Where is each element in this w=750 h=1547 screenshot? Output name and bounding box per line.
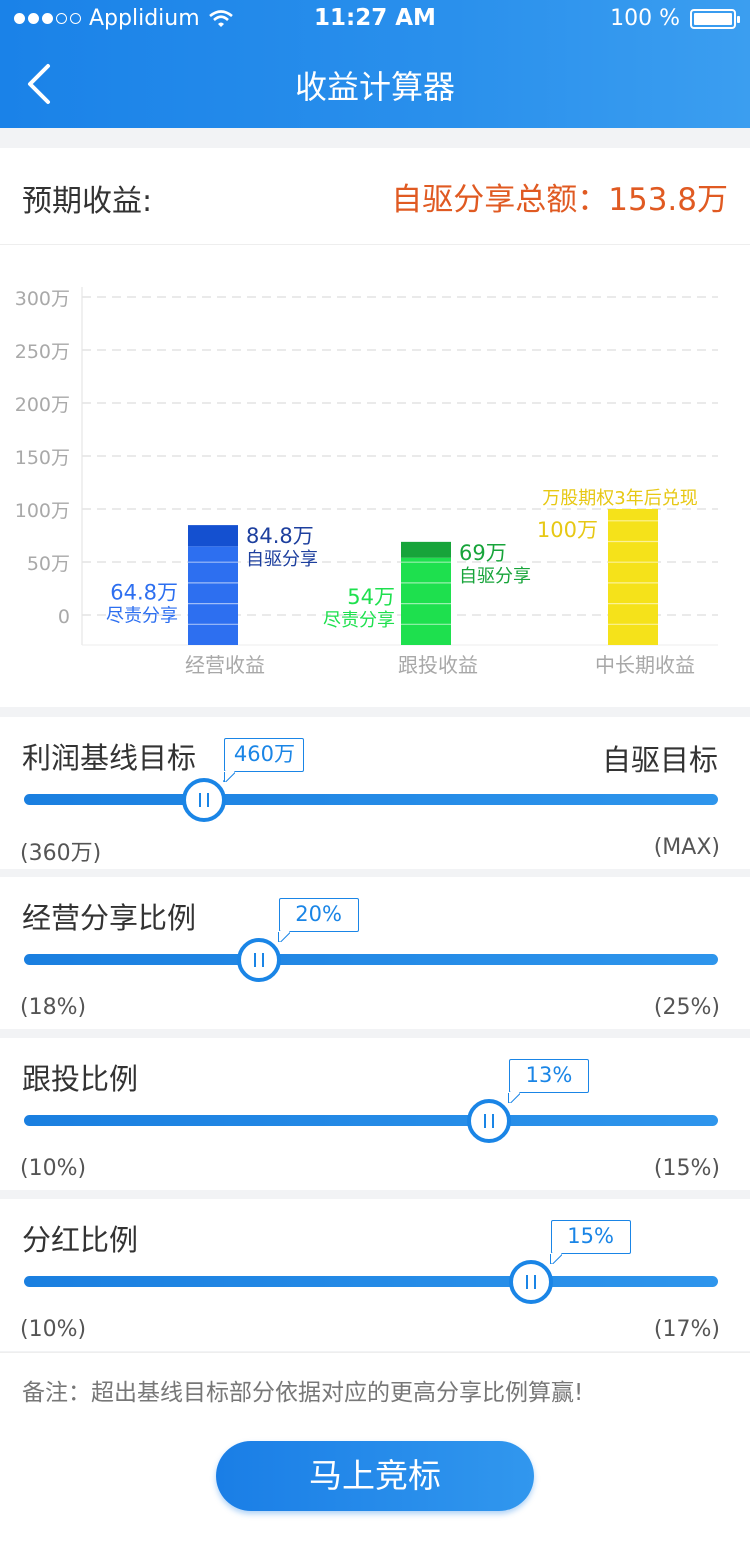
data-label-tag: 万股期权3年后兑现 xyxy=(542,488,697,509)
x-category-label: 经营收益 xyxy=(185,653,265,677)
bar-base xyxy=(401,557,451,645)
slider-handle[interactable] xyxy=(466,1099,511,1143)
slider-value-bubble: 15% xyxy=(550,1220,631,1264)
slider-max-label: (25%) xyxy=(653,995,720,1020)
slider-track[interactable] xyxy=(24,1115,718,1126)
pause-bars-icon xyxy=(199,793,210,807)
y-tick-label: 150万 xyxy=(15,447,70,469)
page-title: 收益计算器 xyxy=(294,68,455,106)
bar xyxy=(608,509,658,645)
summary-total: 自驱分享总额：153.8万 xyxy=(391,182,728,218)
bar-base xyxy=(188,546,238,645)
bottom-panel: 备注：超出基线目标部分依据对应的更高分享比例算赢! 马上竞标 xyxy=(0,1352,750,1547)
slider-min-label: (10%) xyxy=(20,1317,87,1342)
slider-value: 20% xyxy=(295,902,342,926)
slider-handle[interactable] xyxy=(236,938,281,982)
summary-label: 预期收益: xyxy=(22,184,153,219)
slider-title: 利润基线目标 xyxy=(22,741,197,775)
slider-panel: 分红比例 15% (10%) (17%) xyxy=(0,1199,750,1351)
slider-panel: 跟投比例 13% (10%) (15%) xyxy=(0,1038,750,1190)
y-tick-label: 50万 xyxy=(27,553,70,575)
earnings-chart: 300万 250万 200万 150万 100万 50万 0 经营收益 跟投收益 中长期收益 84.… xyxy=(0,245,750,707)
slider-min-label: (10%) xyxy=(20,1156,87,1181)
slider-track[interactable] xyxy=(24,794,718,805)
slider-value-bubble: 460万 xyxy=(223,738,305,782)
data-label: 69万 xyxy=(459,541,507,565)
data-label-tag: 自驱分享 xyxy=(246,549,318,570)
slider-handle[interactable] xyxy=(182,778,227,822)
data-label-tag: 自驱分享 xyxy=(459,566,531,587)
pause-bars-icon xyxy=(525,1275,536,1289)
slider-min-label: (360万) xyxy=(20,841,102,866)
chart-svg: 300万 250万 200万 150万 100万 50万 0 经营收益 跟投收益 中长期收益 84.… xyxy=(15,287,718,677)
slider-max-label: (MAX) xyxy=(653,835,720,860)
wifi-icon xyxy=(208,9,233,27)
slider-value: 15% xyxy=(567,1224,614,1248)
y-tick-label: 200万 xyxy=(15,394,70,416)
bar-top xyxy=(401,541,451,558)
slider-handle[interactable] xyxy=(508,1260,553,1304)
slider-track[interactable] xyxy=(24,954,718,965)
status-bar: Applidium 11:27 AM 100 % xyxy=(0,0,750,40)
slider-value-bubble: 13% xyxy=(508,1059,589,1103)
slider-panel: 利润基线目标 自驱目标 460万 (360万) (MAX) xyxy=(0,717,750,869)
summary-row: 预期收益: 自驱分享总额：153.8万 xyxy=(0,148,750,245)
y-tick-label: 100万 xyxy=(15,500,70,522)
y-tick-label: 250万 xyxy=(15,341,70,363)
slider-value: 13% xyxy=(525,1063,573,1087)
slider-value: 460万 xyxy=(233,742,295,766)
bar-top xyxy=(188,525,238,547)
data-label-tag: 尽责分享 xyxy=(106,605,178,626)
carrier-name: Applidium xyxy=(89,6,200,31)
pause-bars-icon xyxy=(483,1114,494,1128)
slider-track[interactable] xyxy=(24,1276,718,1287)
slider-title: 跟投比例 xyxy=(22,1062,139,1096)
slider-title: 经营分享比例 xyxy=(22,901,197,935)
y-tick-label: 0 xyxy=(58,606,70,628)
slider-max-label: (17%) xyxy=(653,1317,720,1342)
x-category-label: 跟投收益 xyxy=(398,653,478,677)
header: Applidium 11:27 AM 100 % 收益计算器 xyxy=(0,0,750,128)
slider-value-bubble: 20% xyxy=(277,898,359,942)
battery-icon xyxy=(690,8,740,29)
slider-min-label: (18%) xyxy=(20,995,87,1020)
data-label: 100万 xyxy=(537,518,598,542)
status-left: Applidium xyxy=(14,6,234,31)
slider-title: 分红比例 xyxy=(22,1223,139,1257)
data-label: 64.8万 xyxy=(110,580,178,604)
bid-now-button[interactable]: 马上竞标 xyxy=(216,1441,534,1511)
slider-panel: 经营分享比例 20% (18%) (25%) xyxy=(0,877,750,1029)
back-arrow-icon[interactable] xyxy=(22,62,62,106)
data-label-tag: 尽责分享 xyxy=(323,610,395,631)
x-category-label: 中长期收益 xyxy=(595,653,695,677)
slider-max-label: (15%) xyxy=(653,1156,720,1181)
data-label: 84.8万 xyxy=(246,524,314,548)
signal-icon xyxy=(14,13,81,24)
y-tick-label: 300万 xyxy=(15,288,70,310)
slider-right-label: 自驱目标 xyxy=(601,743,718,777)
note-text: 备注：超出基线目标部分依据对应的更高分享比例算赢! xyxy=(22,1380,584,1406)
status-time: 11:27 AM xyxy=(314,5,436,31)
data-label: 54万 xyxy=(347,585,395,609)
pause-bars-icon xyxy=(253,953,264,967)
status-right: 100 % xyxy=(610,6,740,31)
battery-percent: 100 % xyxy=(610,6,680,31)
